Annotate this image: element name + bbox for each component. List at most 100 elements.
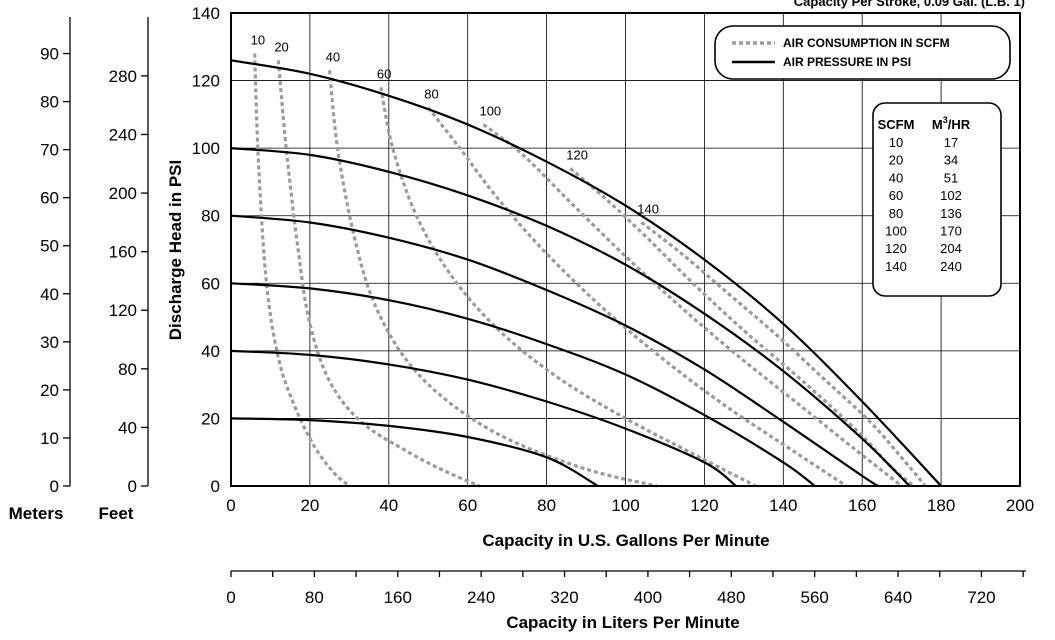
table-cell-m3hr: 51: [944, 170, 958, 185]
plot-border: [230, 12, 1021, 487]
table-cell-m3hr: 34: [944, 153, 958, 168]
psi-tick-label: 40: [201, 342, 220, 361]
table-cell-scfm: 140: [885, 259, 907, 274]
psi-tick-label: 80: [201, 207, 220, 226]
table-cell-m3hr: 102: [940, 188, 962, 203]
gpm-tick-label: 120: [690, 496, 718, 515]
air-pressure-curve-20: [230, 417, 599, 487]
lpm-tick-label: 480: [717, 588, 745, 607]
feet-tick-label: 160: [109, 243, 137, 262]
table-cell-scfm: 80: [889, 206, 903, 221]
air-curve-label: 20: [274, 39, 288, 54]
table-cell-scfm: 20: [889, 153, 903, 168]
air-curve-label: 10: [251, 33, 265, 48]
air-curve-label: 60: [377, 66, 391, 81]
table-cell-scfm: 10: [889, 135, 903, 150]
lpm-tick-label: 320: [550, 588, 578, 607]
air-pressure-curve-60: [230, 282, 816, 487]
table-cell-m3hr: 204: [940, 241, 962, 256]
legend-box: [714, 25, 1011, 80]
lpm-tick-label: 720: [967, 588, 995, 607]
psi-tick-label: 100: [192, 139, 220, 158]
meters-axis-label: Meters: [9, 504, 64, 523]
lpm-tick-label: 0: [226, 588, 235, 607]
air-curve-label: 40: [326, 49, 340, 64]
gpm-tick-label: 20: [300, 496, 319, 515]
table-cell-scfm: 120: [885, 241, 907, 256]
air-consumption-curve-100: [482, 123, 903, 488]
gpm-tick-label: 0: [226, 496, 235, 515]
feet-tick-label: 200: [109, 184, 137, 203]
meters-tick-label: 10: [40, 429, 59, 448]
meters-tick-label: 20: [40, 381, 59, 400]
feet-axis-label: Feet: [99, 504, 134, 523]
air-pressure-curve-100: [230, 147, 911, 487]
meters-tick-label: 0: [50, 477, 59, 496]
feet-tick-label: 40: [118, 418, 137, 437]
gpm-tick-label: 160: [848, 496, 876, 515]
meters-tick-label: 60: [40, 189, 59, 208]
gpm-tick-label: 60: [458, 496, 477, 515]
plot-frame: [230, 12, 1021, 487]
table-cell-scfm: 100: [885, 224, 907, 239]
gpm-tick-label: 180: [927, 496, 955, 515]
air-consumption-curve-40: [328, 70, 658, 488]
air-consumption-curves: [253, 53, 927, 488]
table-header-scfm: SCFM: [878, 117, 915, 132]
meters-tick-label: 80: [40, 93, 59, 112]
table-cell-scfm: 60: [889, 188, 903, 203]
air-consumption-curve-20: [276, 60, 481, 488]
lpm-tick-label: 240: [467, 588, 495, 607]
air-pressure-curve-80: [230, 214, 879, 487]
chart-title-fragment: Capacity Per Stroke, 0.09 Gal. (L.B. 1): [794, 0, 1025, 9]
gpm-tick-label: 100: [611, 496, 639, 515]
table-box: [872, 102, 1002, 297]
curve-labels: 10 20 40 60 80 100 120 140: [251, 33, 659, 217]
table-rows: 10 17 20 34 40 51 60 102 80 136 100 170 120 204 140 240: [885, 135, 962, 274]
psi-tick-label: 20: [201, 409, 220, 428]
gpm-tick-label: 200: [1006, 496, 1034, 515]
air-consumption-curve-80: [427, 106, 848, 488]
air-pressure-curve-125: [230, 59, 942, 487]
legend-air-pressure-label: AIR PRESSURE IN PSI: [783, 55, 911, 69]
gpm-tick-label: 140: [769, 496, 797, 515]
psi-tick-label: 0: [211, 477, 220, 496]
lpm-tick-label: 80: [305, 588, 324, 607]
table-cell-m3hr: 17: [944, 135, 958, 150]
legend: AIR CONSUMPTION IN SCFM AIR PRESSURE IN …: [714, 25, 1011, 80]
table-header-m3hr: M3/HR: [932, 115, 971, 132]
lpm-tick-label: 160: [384, 588, 412, 607]
psi-tick-label: 60: [201, 274, 220, 293]
meters-tick-label: 50: [40, 237, 59, 256]
gpm-axis-label: Capacity in U.S. Gallons Per Minute: [482, 531, 769, 550]
air-consumption-curve-10: [253, 53, 351, 488]
air-curve-label: 140: [637, 201, 659, 216]
meters-tick-label: 70: [40, 141, 59, 160]
air-curve-label: 80: [424, 87, 438, 102]
air-curve-label: 100: [479, 103, 501, 118]
table-cell-m3hr: 170: [940, 224, 962, 239]
gpm-tick-label: 40: [379, 496, 398, 515]
air-consumption-curve-140: [640, 221, 927, 488]
table-cell-m3hr: 240: [940, 259, 962, 274]
feet-tick-label: 120: [109, 301, 137, 320]
meters-tick-label: 90: [40, 45, 59, 64]
lpm-tick-label: 400: [634, 588, 662, 607]
feet-tick-label: 80: [118, 360, 137, 379]
feet-tick-label: 240: [109, 125, 137, 144]
psi-tick-label: 120: [192, 72, 220, 91]
meters-tick-label: 30: [40, 333, 59, 352]
psi-axis-label: Discharge Head in PSI: [166, 160, 185, 340]
table-cell-scfm: 40: [889, 170, 903, 185]
feet-tick-label: 280: [109, 67, 137, 86]
air-curve-label: 120: [566, 147, 588, 162]
table-cell-m3hr: 136: [940, 206, 962, 221]
air-pressure-curve-40: [230, 349, 737, 487]
psi-tick-label: 140: [192, 4, 220, 23]
legend-air-consumption-label: AIR CONSUMPTION IN SCFM: [783, 36, 950, 50]
air-consumption-curve-60: [379, 86, 757, 488]
air-pressure-curves: [230, 59, 942, 487]
